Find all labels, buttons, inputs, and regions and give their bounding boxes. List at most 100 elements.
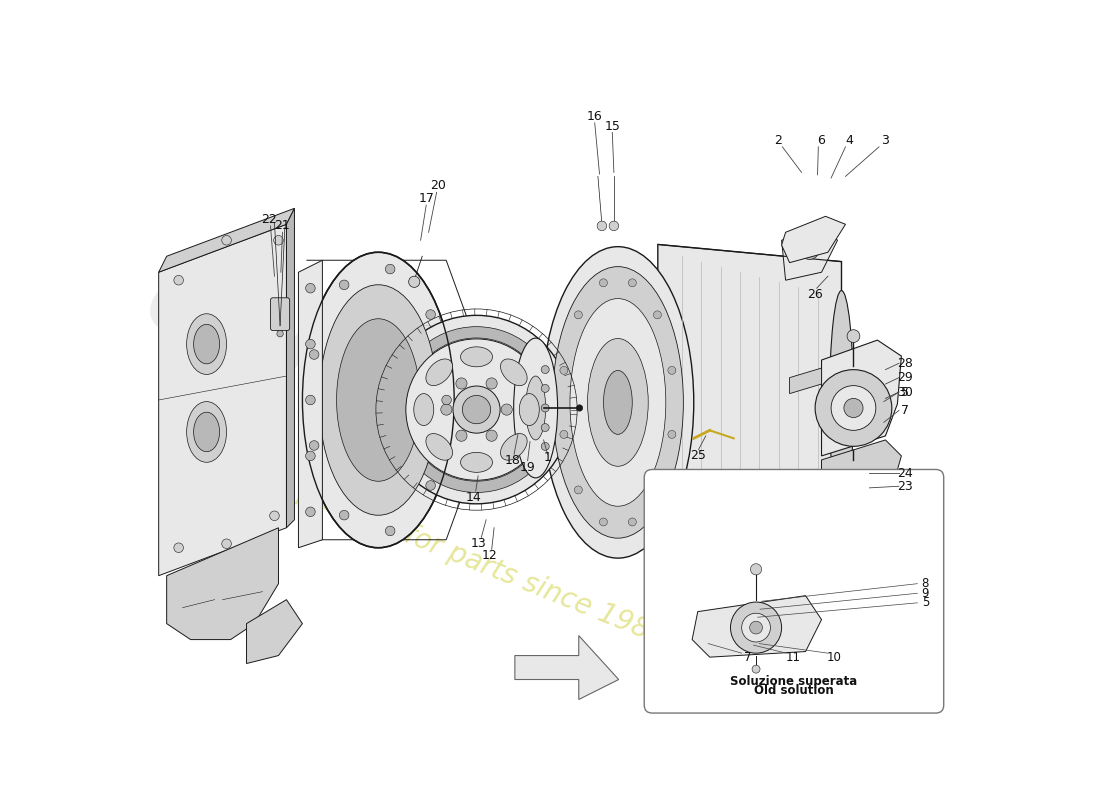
Circle shape [609, 221, 618, 230]
Ellipse shape [426, 434, 452, 460]
Polygon shape [298, 260, 322, 548]
Polygon shape [515, 635, 618, 699]
Polygon shape [692, 596, 822, 657]
Text: 3: 3 [881, 134, 890, 147]
Text: 5: 5 [922, 596, 930, 610]
Circle shape [442, 395, 451, 405]
Circle shape [486, 430, 497, 442]
Circle shape [800, 240, 820, 259]
Circle shape [462, 395, 491, 424]
Text: 4: 4 [846, 134, 854, 147]
Circle shape [600, 279, 607, 287]
Text: 6: 6 [817, 134, 825, 147]
Circle shape [560, 366, 568, 374]
Text: 20: 20 [430, 179, 447, 193]
Circle shape [628, 518, 636, 526]
Circle shape [752, 665, 760, 673]
Text: 28: 28 [898, 357, 913, 370]
Text: 22: 22 [261, 213, 277, 226]
Circle shape [426, 310, 436, 319]
Circle shape [406, 339, 547, 480]
Text: Soluzione superata: Soluzione superata [730, 674, 858, 687]
Circle shape [541, 442, 549, 450]
Circle shape [750, 564, 761, 575]
Circle shape [306, 395, 316, 405]
Circle shape [274, 235, 284, 245]
Circle shape [340, 510, 349, 520]
Text: 25: 25 [691, 450, 706, 462]
Text: 12: 12 [482, 550, 497, 562]
Circle shape [306, 339, 316, 349]
Text: europarts: europarts [132, 251, 681, 549]
Text: 1: 1 [543, 451, 551, 464]
Ellipse shape [194, 412, 220, 452]
Circle shape [847, 330, 860, 342]
Circle shape [815, 370, 892, 446]
Text: 21: 21 [275, 219, 290, 233]
Polygon shape [782, 224, 837, 280]
Ellipse shape [514, 338, 558, 478]
Circle shape [750, 622, 762, 634]
Text: Old solution: Old solution [755, 684, 834, 697]
Ellipse shape [526, 376, 546, 440]
Text: 16: 16 [586, 110, 603, 123]
Text: 7: 7 [901, 404, 910, 417]
Polygon shape [790, 368, 822, 394]
Ellipse shape [500, 359, 527, 386]
Circle shape [306, 507, 316, 517]
Ellipse shape [319, 285, 438, 515]
Polygon shape [782, 216, 846, 262]
Circle shape [600, 518, 607, 526]
Circle shape [486, 378, 497, 389]
Text: 24: 24 [898, 467, 913, 480]
Text: 30: 30 [898, 386, 913, 398]
Polygon shape [286, 208, 295, 528]
Circle shape [668, 430, 675, 438]
Ellipse shape [187, 314, 227, 374]
Text: 11: 11 [785, 650, 801, 664]
Circle shape [383, 315, 571, 504]
Polygon shape [167, 528, 278, 639]
Polygon shape [158, 224, 286, 576]
Polygon shape [822, 340, 901, 456]
Ellipse shape [519, 394, 539, 426]
Circle shape [560, 430, 568, 438]
Text: 13: 13 [471, 538, 486, 550]
Text: a passion for parts since 1985: a passion for parts since 1985 [271, 468, 670, 651]
Circle shape [385, 526, 395, 536]
Circle shape [174, 275, 184, 285]
FancyBboxPatch shape [271, 298, 289, 330]
Ellipse shape [194, 324, 220, 364]
Ellipse shape [461, 347, 493, 366]
Circle shape [277, 330, 284, 337]
Circle shape [453, 386, 500, 433]
Circle shape [174, 543, 184, 553]
Circle shape [306, 283, 316, 293]
Circle shape [574, 311, 582, 319]
Text: 14: 14 [465, 491, 481, 504]
Text: 9: 9 [922, 586, 930, 600]
FancyBboxPatch shape [645, 470, 944, 713]
Circle shape [270, 511, 279, 521]
Polygon shape [658, 245, 842, 560]
Circle shape [628, 279, 636, 287]
Text: 19: 19 [520, 461, 536, 474]
Ellipse shape [604, 370, 632, 434]
Polygon shape [246, 600, 302, 663]
Circle shape [668, 366, 675, 374]
Ellipse shape [302, 252, 454, 548]
Circle shape [574, 486, 582, 494]
Circle shape [441, 404, 452, 415]
Polygon shape [822, 440, 901, 504]
Circle shape [408, 276, 420, 287]
Circle shape [541, 366, 549, 374]
Text: 7: 7 [745, 650, 751, 664]
Text: 26: 26 [807, 288, 823, 301]
Circle shape [541, 404, 549, 412]
Circle shape [844, 398, 864, 418]
Circle shape [455, 378, 468, 389]
Ellipse shape [337, 318, 420, 482]
Text: 10: 10 [827, 650, 842, 664]
Text: 23: 23 [898, 480, 913, 493]
Circle shape [306, 451, 316, 461]
